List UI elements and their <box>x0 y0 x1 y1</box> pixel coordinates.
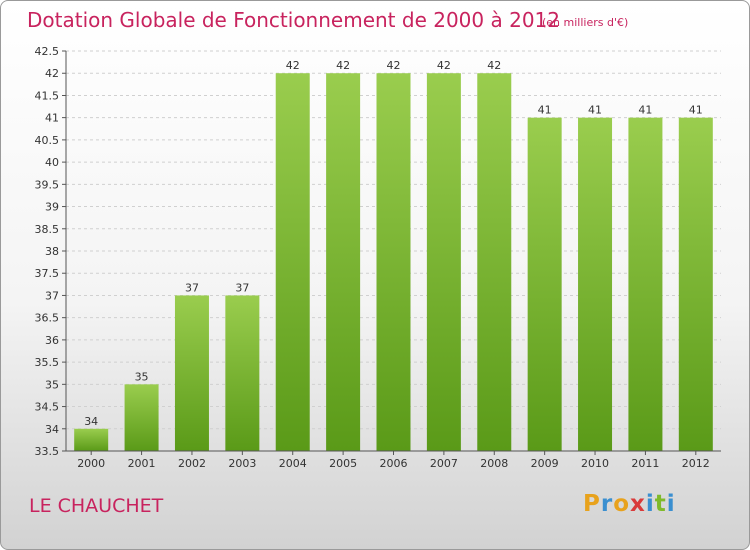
data-label: 37 <box>185 281 199 294</box>
axes: 33.5 34 34.5 35 35.5 36 36.5 37 37.5 38 38.5 39 39.5… <box>35 45 721 470</box>
y-tick-label: 39 <box>45 201 59 214</box>
y-tick-label: 33.5 <box>35 445 60 458</box>
bar <box>578 117 613 452</box>
data-label: 41 <box>689 104 703 117</box>
logo-letter: o <box>613 491 631 517</box>
x-tick-label: 2001 <box>128 457 156 470</box>
bars: 34 35 37 37 42 42 42 42 42 41 41 41 41 <box>74 59 713 452</box>
chart-title: Dotation Globale de Fonctionnement de 20… <box>27 8 560 32</box>
x-tick-label: 2000 <box>77 457 105 470</box>
bar <box>527 117 562 452</box>
bar <box>124 384 159 451</box>
logo-letter: t <box>654 491 667 517</box>
y-tick-label: 42 <box>45 67 59 80</box>
x-tick-label: 2012 <box>682 457 710 470</box>
bar <box>426 73 461 451</box>
y-tick-label: 40.5 <box>35 134 60 147</box>
bar <box>628 117 663 452</box>
x-tick-label: 2002 <box>178 457 206 470</box>
x-tick-label: 2010 <box>581 457 609 470</box>
x-tick-label: 2008 <box>480 457 508 470</box>
data-label: 34 <box>84 415 98 428</box>
data-label: 41 <box>588 104 602 117</box>
commune-name: LE CHAUCHET <box>29 495 164 517</box>
y-tick-label: 34 <box>45 423 59 436</box>
x-tick-label: 2004 <box>279 457 307 470</box>
bar <box>225 295 260 451</box>
data-label: 42 <box>286 59 300 72</box>
y-tick-label: 36.5 <box>35 312 60 325</box>
y-tick-label: 37 <box>45 289 59 302</box>
y-tick-label: 41 <box>45 112 59 125</box>
y-tick-label: 41.5 <box>35 89 60 102</box>
data-label: 41 <box>538 104 552 117</box>
data-label: 42 <box>387 59 401 72</box>
y-tick-label: 38.5 <box>35 223 60 236</box>
y-tick-label: 35.5 <box>35 356 60 369</box>
chart-unit-label: (en milliers d'€) <box>542 16 629 29</box>
x-tick-label: 2007 <box>430 457 458 470</box>
logo-letter: r <box>600 491 614 517</box>
x-tick-label: 2009 <box>531 457 559 470</box>
x-tick-label: 2003 <box>228 457 256 470</box>
data-label: 42 <box>487 59 501 72</box>
bar <box>174 295 209 451</box>
bar <box>275 73 310 451</box>
bar <box>74 428 109 451</box>
bar <box>477 73 512 451</box>
logo-letter: x <box>630 491 646 517</box>
y-tick-label: 39.5 <box>35 178 60 191</box>
y-tick-label: 37.5 <box>35 267 60 280</box>
bar <box>678 117 713 452</box>
y-tick-label: 36 <box>45 334 59 347</box>
data-label: 41 <box>638 104 652 117</box>
proxiti-logo: Proxiti <box>583 491 676 517</box>
y-tick-label: 35 <box>45 378 59 391</box>
x-tick-label: 2011 <box>631 457 659 470</box>
data-label: 42 <box>336 59 350 72</box>
data-label: 35 <box>135 370 149 383</box>
y-tick-label: 38 <box>45 245 59 258</box>
data-label: 37 <box>235 281 249 294</box>
x-tick-label: 2006 <box>380 457 408 470</box>
x-tick-label: 2005 <box>329 457 357 470</box>
data-label: 42 <box>437 59 451 72</box>
bar <box>376 73 411 451</box>
logo-letter: i <box>645 491 655 517</box>
y-tick-label: 42.5 <box>35 45 60 58</box>
logo-letter: i <box>666 491 676 517</box>
y-tick-label: 34.5 <box>35 401 60 414</box>
logo-letter: P <box>583 491 601 517</box>
bar <box>326 73 361 451</box>
y-tick-label: 40 <box>45 156 59 169</box>
